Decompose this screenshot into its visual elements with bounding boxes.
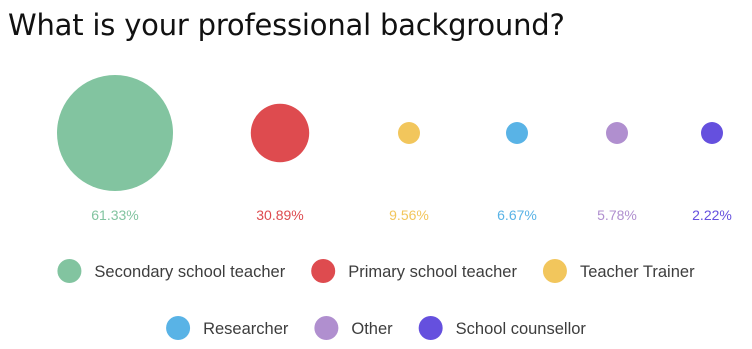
legend-marker-secondary-school-teacher [57, 259, 82, 283]
legend-label-secondary-school-teacher: Secondary school teacher [94, 263, 285, 281]
legend-label-school-counsellor: School counsellor [456, 320, 587, 338]
legend-item-secondary-school-teacher: Secondary school teacher [57, 259, 286, 283]
legend-label-primary-school-teacher: Primary school teacher [348, 263, 517, 281]
bubble-group [57, 75, 723, 191]
legend-marker-school-counsellor [418, 316, 443, 340]
value-label-teacher-trainer: 9.56% [389, 207, 429, 223]
bubble-primary-school-teacher [250, 103, 310, 163]
legend-label-teacher-trainer: Teacher Trainer [580, 263, 695, 281]
value-label-secondary-school-teacher: 61.33% [91, 207, 138, 223]
legend-label-other: Other [351, 320, 393, 338]
legend: Secondary school teacher Primary school t… [57, 259, 695, 340]
legend-item-teacher-trainer: Teacher Trainer [542, 259, 695, 283]
chart-title: What is your professional background? [8, 8, 565, 42]
value-label-other: 5.78% [597, 207, 637, 223]
bubble-teacher-trainer [398, 122, 420, 144]
value-label-primary-school-teacher: 30.89% [256, 207, 303, 223]
legend-item-other: Other [314, 316, 393, 340]
value-label-school-counsellor: 2.22% [692, 207, 732, 223]
legend-marker-primary-school-teacher [311, 259, 336, 283]
legend-item-researcher: Researcher [166, 316, 289, 340]
legend-marker-researcher [166, 316, 191, 340]
bubble-secondary-school-teacher [57, 75, 173, 191]
legend-item-school-counsellor: School counsellor [418, 316, 587, 340]
bubble-researcher [506, 122, 528, 144]
legend-item-primary-school-teacher: Primary school teacher [311, 259, 517, 283]
legend-label-researcher: Researcher [203, 320, 289, 338]
bubble-other [606, 122, 628, 144]
legend-marker-other [314, 316, 339, 340]
bubble-school-counsellor [701, 122, 723, 144]
value-label-group: 61.33% 30.89% 9.56% 6.67% 5.78% 2.22% [91, 207, 732, 223]
legend-marker-teacher-trainer [542, 259, 567, 283]
value-label-researcher: 6.67% [497, 207, 537, 223]
